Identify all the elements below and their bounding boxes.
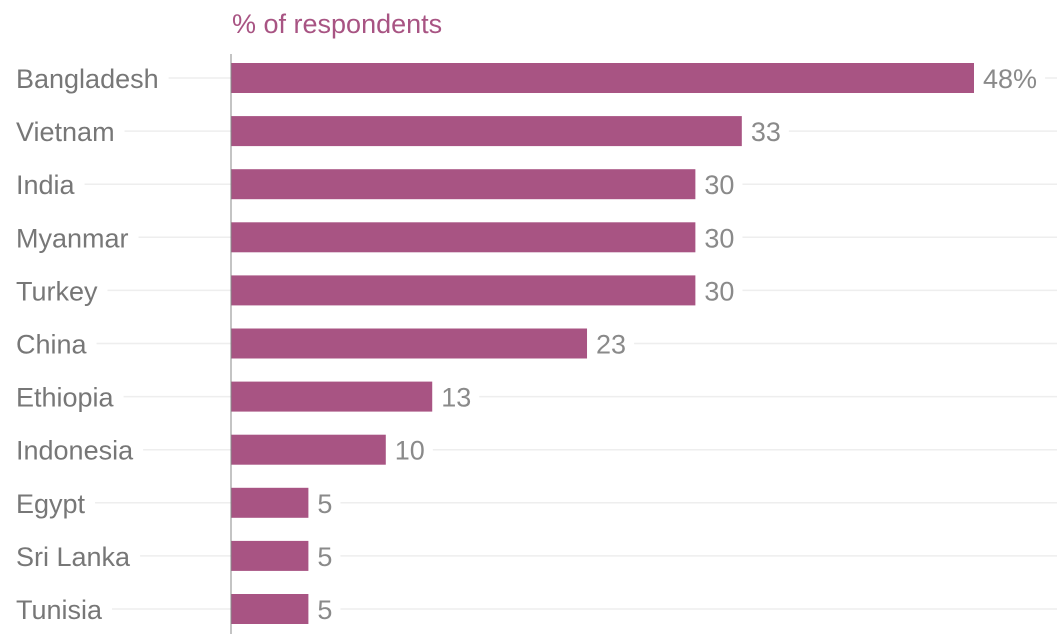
category-label-bangladesh: Bangladesh — [16, 64, 159, 94]
gridlines — [84, 77, 1057, 610]
bar-vietnam — [231, 116, 742, 147]
bar-china — [231, 328, 588, 359]
category-labels: Bangladesh Vietnam India Myanmar Turkey China… — [16, 64, 159, 625]
category-label-tunisia: Tunisia — [16, 595, 103, 625]
value-label-sri-lanka: 5 — [317, 542, 332, 572]
bar-bangladesh — [231, 63, 974, 93]
value-label-myanmar: 30 — [704, 223, 734, 253]
category-label-india: India — [16, 170, 76, 200]
category-label-egypt: Egypt — [16, 489, 86, 519]
value-label-india: 30 — [704, 170, 734, 200]
category-label-sri-lanka: Sri Lanka — [16, 542, 131, 572]
bar-indonesia — [231, 434, 386, 465]
value-label-bangladesh: 48% — [983, 64, 1037, 94]
category-label-ethiopia: Ethiopia — [16, 383, 115, 413]
bar-myanmar — [231, 222, 696, 253]
value-label-tunisia: 5 — [317, 595, 332, 625]
value-label-ethiopia: 13 — [441, 383, 471, 413]
category-label-myanmar: Myanmar — [16, 223, 129, 253]
category-label-vietnam: Vietnam — [16, 117, 115, 147]
bar-egypt — [231, 487, 309, 518]
bar-sri-lanka — [231, 540, 309, 571]
bar-tunisia — [231, 594, 309, 624]
category-label-turkey: Turkey — [16, 276, 98, 306]
value-labels: 48% 33 30 30 30 23 13 10 5 5 5 — [317, 64, 1037, 625]
category-label-indonesia: Indonesia — [16, 436, 134, 466]
axis-title: % of respondents — [232, 9, 442, 39]
category-label-china: China — [16, 330, 88, 360]
value-label-vietnam: 33 — [751, 117, 781, 147]
value-label-egypt: 5 — [317, 489, 332, 519]
value-label-turkey: 30 — [704, 276, 734, 306]
bar-ethiopia — [231, 381, 433, 412]
bars — [231, 63, 974, 624]
bar-turkey — [231, 275, 696, 306]
value-label-indonesia: 10 — [395, 436, 425, 466]
value-label-china: 23 — [596, 330, 626, 360]
bar-india — [231, 169, 696, 200]
